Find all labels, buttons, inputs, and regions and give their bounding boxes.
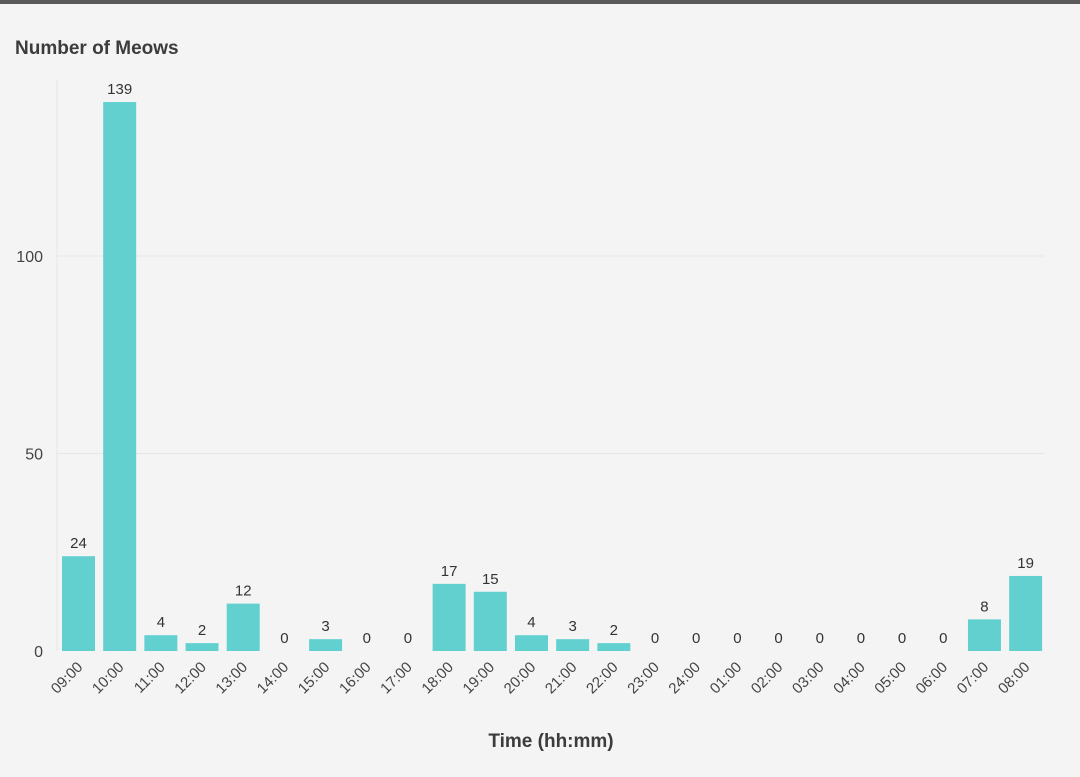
data-label: 0 <box>939 630 947 647</box>
data-label: 4 <box>157 614 165 631</box>
x-tick-label: 23:00 <box>624 659 663 698</box>
y-tick-label: 0 <box>34 644 43 661</box>
bar-1500 <box>309 639 343 651</box>
x-tick-label: 02:00 <box>748 659 787 698</box>
data-label: 0 <box>280 630 288 647</box>
data-label: 0 <box>404 630 412 647</box>
x-tick-label: 11:00 <box>131 659 169 697</box>
bar-1100 <box>144 635 178 651</box>
bar-2000 <box>514 635 548 651</box>
x-tick-label: 08:00 <box>995 659 1034 698</box>
bar-2100 <box>556 639 590 651</box>
x-tick-label: 16:00 <box>336 659 375 698</box>
x-tick-label: 20:00 <box>501 659 540 698</box>
data-label: 0 <box>816 630 824 647</box>
data-label: 139 <box>107 81 132 98</box>
x-tick-label: 01:00 <box>707 659 746 698</box>
bar-0900 <box>62 556 95 651</box>
x-tick-label: 04:00 <box>830 659 869 698</box>
chart-title: Number of Meows <box>15 38 179 59</box>
x-tick-label: 10:00 <box>89 659 128 698</box>
bar-1900 <box>473 591 507 651</box>
data-label: 3 <box>321 618 329 635</box>
data-label: 0 <box>857 630 865 647</box>
x-tick-label: 24:00 <box>665 659 704 698</box>
bar-0700 <box>967 619 1001 651</box>
bar-0800 <box>1009 575 1043 651</box>
data-label: 0 <box>774 630 782 647</box>
gridlines <box>56 80 1045 651</box>
bar-1200 <box>185 643 219 651</box>
x-axis-ticks: 09:00 10:00 11:00 12:00 13:00 14:00 15:00 16:00… <box>48 659 1034 698</box>
y-axis-ticks: 0 50 100 <box>16 249 43 661</box>
data-label: 12 <box>235 583 252 600</box>
bars <box>62 102 1043 651</box>
data-label: 4 <box>527 614 535 631</box>
x-tick-label: 19:00 <box>460 659 499 698</box>
data-label: 0 <box>692 630 700 647</box>
data-label: 0 <box>363 630 371 647</box>
data-labels: 24 139 4 2 12 0 3 0 0 17 15 4 3 2 0 0 0 0 0 0 0 0 8 19 <box>70 81 1034 647</box>
bar-1300 <box>226 603 260 651</box>
x-tick-label: 12:00 <box>171 659 210 698</box>
x-tick-label: 03:00 <box>789 659 828 698</box>
bar-1000 <box>103 102 137 651</box>
x-tick-label: 07:00 <box>954 659 993 698</box>
x-tick-label: 18:00 <box>418 659 457 698</box>
data-label: 19 <box>1017 555 1034 572</box>
x-tick-label: 21:00 <box>542 659 581 698</box>
y-tick-label: 100 <box>16 249 43 266</box>
y-tick-label: 50 <box>25 447 43 464</box>
x-tick-label: 06:00 <box>913 659 952 698</box>
data-label: 17 <box>441 563 458 580</box>
data-label: 15 <box>482 571 499 588</box>
top-border <box>0 0 1080 4</box>
x-tick-label: 17:00 <box>377 659 416 698</box>
bar-2200 <box>597 643 631 651</box>
data-label: 0 <box>898 630 906 647</box>
x-tick-label: 22:00 <box>583 659 622 698</box>
bar-1800 <box>432 583 466 651</box>
data-label: 24 <box>70 535 87 552</box>
data-label: 2 <box>198 622 206 639</box>
data-label: 2 <box>610 622 618 639</box>
data-label: 3 <box>568 618 576 635</box>
x-tick-label: 15:00 <box>295 659 334 698</box>
x-tick-label: 14:00 <box>254 659 293 698</box>
data-label: 0 <box>651 630 659 647</box>
data-label: 0 <box>733 630 741 647</box>
x-axis-title: Time (hh:mm) <box>488 731 613 752</box>
x-tick-label: 13:00 <box>212 659 251 698</box>
x-tick-label: 05:00 <box>871 659 910 698</box>
data-label: 8 <box>980 598 988 615</box>
x-tick-label: 09:00 <box>48 659 87 698</box>
